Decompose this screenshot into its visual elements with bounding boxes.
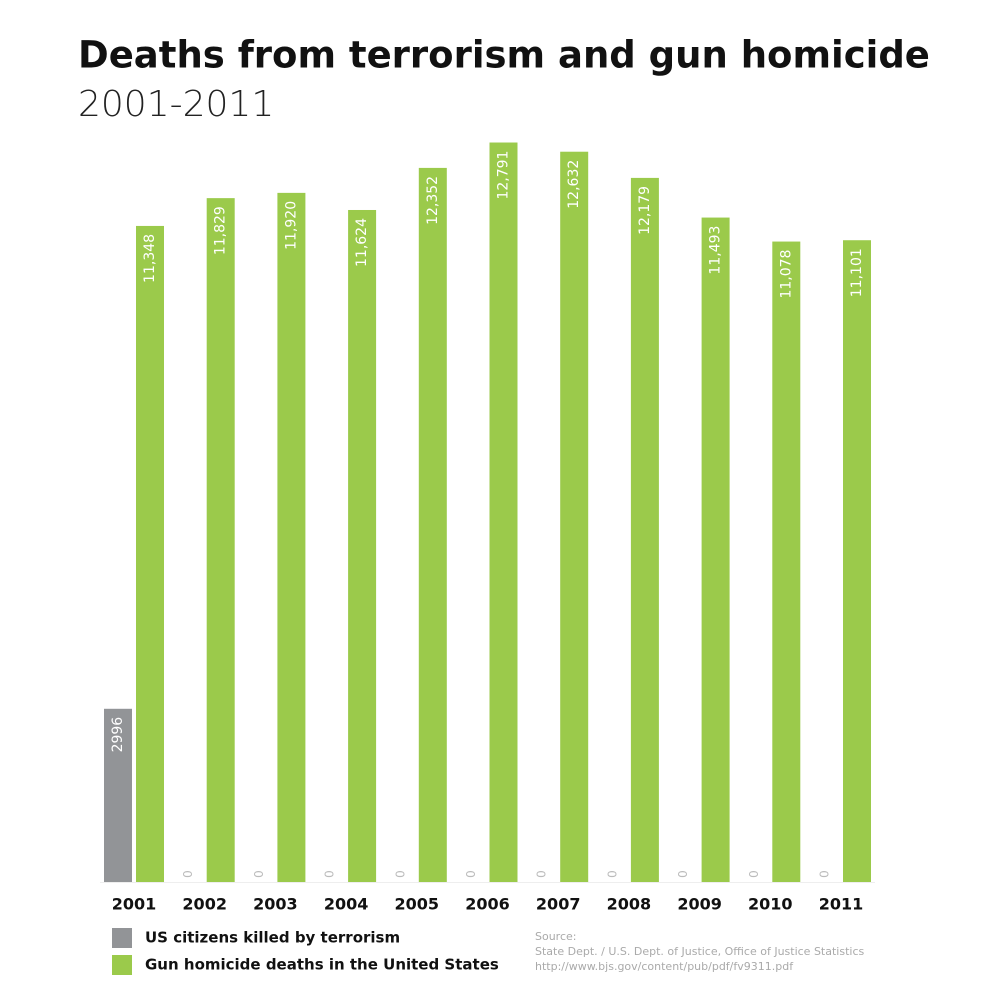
value-label: 0 <box>747 870 761 878</box>
value-label: 11,493 <box>708 226 724 275</box>
chart-subtitle: 2001-2011 <box>78 84 274 125</box>
bar <box>630 177 659 883</box>
x-tick-label: 2011 <box>819 895 864 914</box>
x-tick-label: 2002 <box>182 895 227 914</box>
value-label: 12,791 <box>496 151 512 200</box>
x-tick-label: 2008 <box>607 895 652 914</box>
x-tick-label: 2006 <box>465 895 510 914</box>
value-label: 11,348 <box>142 234 158 283</box>
value-label: 11,101 <box>849 248 865 297</box>
bar <box>843 240 871 882</box>
bar <box>418 167 447 882</box>
legend-swatch <box>112 928 132 948</box>
value-label: 0 <box>323 870 337 878</box>
value-label: 0 <box>676 870 690 878</box>
bar <box>277 192 306 882</box>
x-tick-label: 2003 <box>253 895 298 914</box>
value-label: 0 <box>535 870 549 878</box>
source-text: State Dept. / U.S. Dept. of Justice, Off… <box>535 945 865 958</box>
value-label: 0 <box>605 870 619 878</box>
value-label: 0 <box>181 870 195 878</box>
bar <box>104 708 132 882</box>
x-tick-label: 2001 <box>112 895 157 914</box>
x-tick-label: 2010 <box>748 895 793 914</box>
bar <box>206 198 235 883</box>
value-label: 12,632 <box>566 160 582 209</box>
bar <box>489 142 518 882</box>
source-text: Source: <box>535 930 577 943</box>
value-label: 2996 <box>110 717 126 753</box>
x-tick-label: 2009 <box>677 895 722 914</box>
x-tick-label: 2004 <box>324 895 369 914</box>
value-label: 11,829 <box>213 206 229 255</box>
value-label: 0 <box>464 870 478 878</box>
value-label: 11,624 <box>354 218 370 267</box>
value-label: 11,920 <box>283 201 299 250</box>
bar <box>560 151 589 882</box>
bar <box>348 209 377 883</box>
value-label: 0 <box>393 870 407 878</box>
value-label: 0 <box>818 870 832 878</box>
value-label: 12,352 <box>425 176 441 225</box>
bar <box>136 225 164 883</box>
legend-label: Gun homicide deaths in the United States <box>145 956 499 974</box>
value-label: 0 <box>252 870 266 878</box>
bar <box>772 241 801 883</box>
bar <box>701 217 730 883</box>
source-text: http://www.bjs.gov/content/pub/pdf/fv931… <box>535 960 794 973</box>
value-label: 12,179 <box>637 186 653 235</box>
legend-swatch <box>112 955 132 975</box>
x-tick-label: 2005 <box>395 895 440 914</box>
x-tick-label: 2007 <box>536 895 581 914</box>
chart-title: Deaths from terrorism and gun homicide <box>78 34 930 77</box>
value-label: 11,078 <box>778 250 794 299</box>
legend-label: US citizens killed by terrorism <box>145 929 400 947</box>
